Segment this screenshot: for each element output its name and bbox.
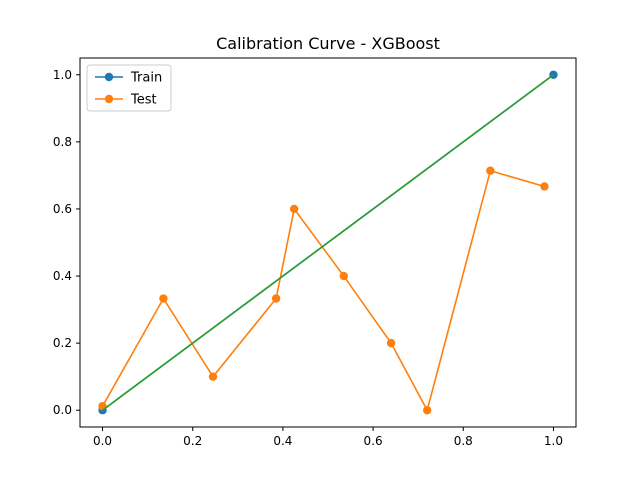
series-point-test: [423, 406, 432, 415]
legend-label-test: Test: [130, 93, 157, 108]
x-tick-label: 0.2: [183, 434, 202, 448]
y-tick-label: 0.0: [53, 403, 72, 417]
reference-diagonal-line: [102, 74, 554, 411]
series-point-test: [159, 294, 168, 303]
plot-area: 0.0 0.2 0.4 0.6 0.8 1.0 0.0 0.2 0.4 0.6 0.8 1.0: [53, 68, 563, 448]
legend-marker-train: [104, 72, 114, 82]
series-point-test: [271, 294, 281, 303]
legend-marker-test: [104, 94, 114, 104]
x-tick-label: 0.8: [454, 434, 473, 448]
series-point-test: [386, 338, 396, 348]
x-tick-label: 1.0: [544, 434, 563, 448]
series-point-test: [98, 402, 107, 411]
x-tick-label: 0.4: [273, 434, 292, 448]
y-tick-label: 0.6: [53, 202, 72, 216]
series-point-test: [208, 372, 218, 381]
series-point-test: [486, 166, 495, 175]
legend-label-train: Train: [130, 71, 162, 86]
series-point-test: [540, 182, 549, 191]
y-tick-label: 0.2: [53, 336, 72, 350]
x-tick-label: 0.6: [364, 434, 383, 448]
series-point-test: [289, 204, 299, 214]
x-tick-label: 0.0: [93, 434, 112, 448]
series-point-test: [339, 271, 348, 281]
series-line-test: [101, 169, 545, 413]
axes-frame: [79, 57, 577, 428]
y-tick-label: 0.4: [53, 269, 72, 283]
legend: Train Test: [86, 64, 172, 112]
y-tick-label: 0.8: [53, 135, 72, 149]
chart-title: Calibration Curve - XGBoost: [216, 34, 440, 53]
y-tick-label: 1.0: [53, 68, 72, 82]
